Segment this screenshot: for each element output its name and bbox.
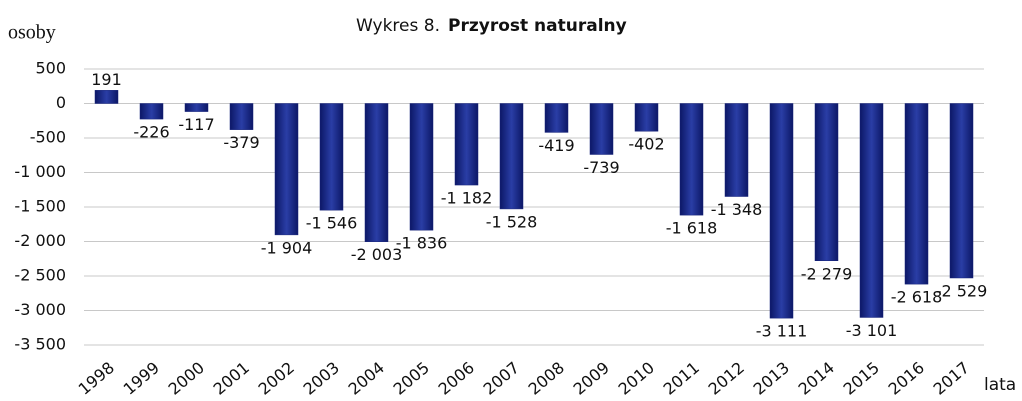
bar bbox=[544, 103, 569, 133]
y-tick-label: 0 bbox=[56, 93, 66, 112]
x-tick-label: 2016 bbox=[885, 358, 928, 399]
bar bbox=[679, 103, 704, 216]
y-tick-label: -3 000 bbox=[14, 300, 66, 319]
x-tick-label: 2000 bbox=[165, 358, 208, 399]
bar bbox=[229, 103, 254, 130]
y-tick-label: 500 bbox=[35, 59, 66, 78]
bar bbox=[814, 103, 839, 262]
y-tick-label: -2 000 bbox=[14, 231, 66, 250]
bar bbox=[769, 103, 794, 319]
bar bbox=[94, 90, 119, 104]
bar bbox=[904, 103, 929, 285]
x-tick-label: 1999 bbox=[120, 358, 163, 399]
x-tick-label: 2013 bbox=[750, 358, 793, 399]
title-prefix: Wykres 8. bbox=[356, 16, 440, 36]
y-tick-label: -3 500 bbox=[14, 335, 66, 354]
bar bbox=[499, 103, 524, 210]
value-label: -3 101 bbox=[846, 321, 898, 340]
value-label: 191 bbox=[91, 70, 122, 89]
value-label: -2 618 bbox=[891, 288, 943, 307]
value-label: -379 bbox=[223, 133, 259, 152]
y-tick-label: -500 bbox=[30, 128, 66, 147]
x-tick-label: 2011 bbox=[660, 358, 703, 399]
bar bbox=[274, 103, 299, 236]
bar bbox=[139, 103, 164, 120]
bar bbox=[364, 103, 389, 242]
x-tick-label: 2003 bbox=[300, 358, 343, 399]
value-label: -117 bbox=[178, 115, 214, 134]
x-tick-label: 2006 bbox=[435, 358, 478, 399]
x-tick-label: 2008 bbox=[525, 358, 568, 399]
value-label: -1 618 bbox=[666, 219, 718, 238]
x-tick-label: 2005 bbox=[390, 358, 433, 399]
value-label: -2 279 bbox=[801, 264, 853, 283]
x-tick-label: 2015 bbox=[840, 358, 883, 399]
value-label: -3 111 bbox=[756, 322, 808, 341]
x-tick-label: 2007 bbox=[480, 358, 523, 399]
bar bbox=[949, 103, 974, 279]
y-axis-label: osoby bbox=[8, 22, 56, 44]
value-label: -1 182 bbox=[441, 189, 493, 208]
x-tick-label: 2009 bbox=[570, 358, 613, 399]
x-tick-label: 2014 bbox=[795, 358, 838, 399]
y-tick-label: -1 000 bbox=[14, 162, 66, 181]
bar bbox=[859, 103, 884, 318]
y-tick-label: -2 500 bbox=[14, 266, 66, 285]
bar bbox=[184, 103, 209, 112]
value-label: -419 bbox=[538, 136, 574, 155]
x-tick-label: 2010 bbox=[615, 358, 658, 399]
x-tick-label: 2012 bbox=[705, 358, 748, 399]
value-label: -226 bbox=[133, 123, 169, 142]
y-tick-label: -1 500 bbox=[14, 197, 66, 216]
x-axis-label: lata bbox=[984, 375, 1016, 395]
value-label: -2 529 bbox=[936, 282, 988, 301]
bar bbox=[409, 103, 434, 231]
x-tick-label: 2001 bbox=[210, 358, 253, 399]
x-tick-label: 2004 bbox=[345, 358, 388, 399]
bar bbox=[454, 103, 479, 186]
bar bbox=[724, 103, 749, 197]
value-label: -1 348 bbox=[711, 200, 763, 219]
x-tick-label: 1998 bbox=[75, 358, 118, 399]
x-tick-label: 2017 bbox=[930, 358, 973, 399]
value-label: -1 528 bbox=[486, 212, 538, 231]
x-tick-label: 2002 bbox=[255, 358, 298, 399]
value-label: -402 bbox=[628, 135, 664, 154]
chart-title: Przyrost naturalny bbox=[448, 16, 627, 36]
bar bbox=[589, 103, 614, 155]
value-label: -1 904 bbox=[261, 238, 313, 257]
value-label: -2 003 bbox=[351, 245, 403, 264]
value-label: -1 546 bbox=[306, 214, 358, 233]
value-label: -1 836 bbox=[396, 234, 448, 253]
bar bbox=[319, 103, 344, 211]
bar bbox=[634, 103, 659, 132]
value-label: -739 bbox=[583, 158, 619, 177]
